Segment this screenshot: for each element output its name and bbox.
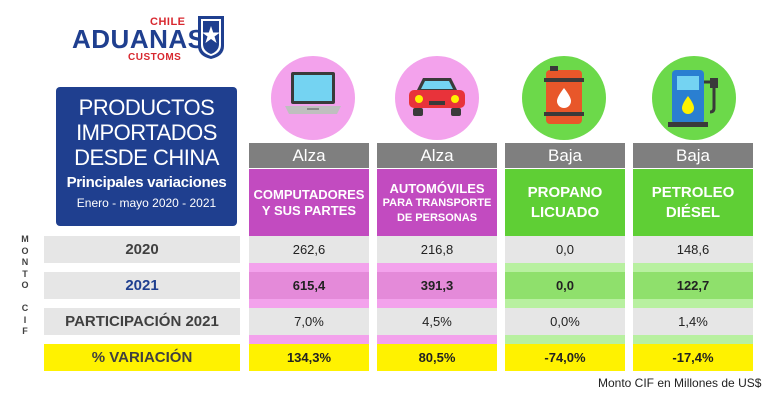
cell-computadores-2020: 262,6 — [249, 236, 369, 263]
cell-petroleo-share: 1,4% — [633, 308, 753, 335]
logo-chile-text: CHILE — [150, 16, 186, 28]
status-label-propano: Baja — [505, 143, 625, 168]
category-name-line: LICUADO — [530, 204, 600, 221]
row-label-variation: % VARIACIÓN — [44, 344, 240, 371]
cell-automoviles-2021: 391,3 — [377, 272, 497, 299]
side-letter: T — [22, 268, 28, 279]
title-line-3: DESDE CHINA — [74, 145, 219, 170]
laptop-icon — [285, 72, 341, 114]
category-automoviles: AUTOMÓVILES PARA TRANSPORTE DE PERSONAS — [377, 169, 497, 237]
category-name-line: PARA TRANSPORTE — [382, 196, 492, 209]
cell-automoviles-2020: 216,8 — [377, 236, 497, 263]
side-spacer — [18, 292, 32, 304]
category-name-line: PROPANO — [527, 184, 603, 201]
cell-gap — [505, 263, 625, 272]
category-name-line: COMPUTADORES — [253, 187, 365, 202]
row-label-2021: 2021 — [44, 272, 240, 299]
footnote: Monto CIF en Millones de US$ — [598, 376, 762, 390]
row-label-2020: 2020 — [44, 236, 240, 263]
car-icon — [409, 78, 465, 116]
cell-petroleo-variation: -17,4% — [633, 344, 753, 371]
side-letter: I — [23, 314, 27, 325]
logo-customs-text: CUSTOMS — [128, 52, 182, 63]
category-petroleo: PETROLEO DIÉSEL — [633, 169, 753, 237]
status-label-automoviles: Alza — [377, 143, 497, 168]
category-name-line: DIÉSEL — [665, 204, 721, 221]
cell-propano-2021: 0,0 — [505, 272, 625, 299]
title-line-2: IMPORTADOS — [76, 120, 217, 145]
side-letter: M — [21, 234, 29, 244]
cell-gap — [633, 263, 753, 272]
cell-gap — [249, 299, 369, 308]
cell-gap — [505, 335, 625, 344]
cell-gap — [377, 335, 497, 344]
category-computadores: COMPUTADORES Y SUS PARTES — [249, 169, 369, 237]
cell-computadores-variation: 134,3% — [249, 344, 369, 371]
side-letter: O — [21, 280, 29, 290]
title-panel: PRODUCTOS IMPORTADOS DESDE CHINA Princip… — [56, 87, 237, 226]
side-letter: C — [21, 303, 29, 313]
category-name-line: PETROLEO — [651, 184, 735, 201]
cell-gap — [377, 263, 497, 272]
cell-propano-2020: 0,0 — [505, 236, 625, 263]
category-name-line: AUTOMÓVILES — [389, 180, 485, 196]
fuel-pump-icon — [668, 70, 718, 127]
logo-aduanas-text: ADUANAS — [72, 24, 206, 54]
row-label-share: PARTICIPACIÓN 2021 — [44, 308, 240, 335]
title-line-1: PRODUCTOS — [78, 95, 215, 120]
cell-gap — [249, 263, 369, 272]
title-subtitle: Principales variaciones — [66, 174, 227, 191]
side-letter: F — [22, 326, 28, 336]
cell-petroleo-2021: 122,7 — [633, 272, 753, 299]
customs-shield-icon — [198, 16, 224, 59]
category-name-line: Y SUS PARTES — [261, 203, 357, 218]
side-letter: N — [21, 257, 29, 267]
category-propano: PROPANO LICUADO — [505, 169, 625, 237]
cell-gap — [249, 335, 369, 344]
cell-propano-share: 0,0% — [505, 308, 625, 335]
cell-automoviles-share: 4,5% — [377, 308, 497, 335]
cell-gap — [633, 299, 753, 308]
cell-automoviles-variation: 80,5% — [377, 344, 497, 371]
side-label-monto-cif: M O N T O C I F — [18, 234, 32, 338]
cell-propano-variation: -74,0% — [505, 344, 625, 371]
cell-gap — [377, 299, 497, 308]
side-letter: O — [21, 245, 29, 256]
cell-gap — [505, 299, 625, 308]
cell-computadores-share: 7,0% — [249, 308, 369, 335]
cell-gap — [633, 335, 753, 344]
cell-petroleo-2020: 148,6 — [633, 236, 753, 263]
status-label-computadores: Alza — [249, 143, 369, 168]
status-label-petroleo: Baja — [633, 143, 753, 168]
category-name-line: DE PERSONAS — [396, 211, 478, 224]
gas-barrel-icon — [544, 66, 584, 124]
title-period: Enero - mayo 2020 - 2021 — [76, 196, 217, 210]
cell-computadores-2021: 615,4 — [249, 272, 369, 299]
